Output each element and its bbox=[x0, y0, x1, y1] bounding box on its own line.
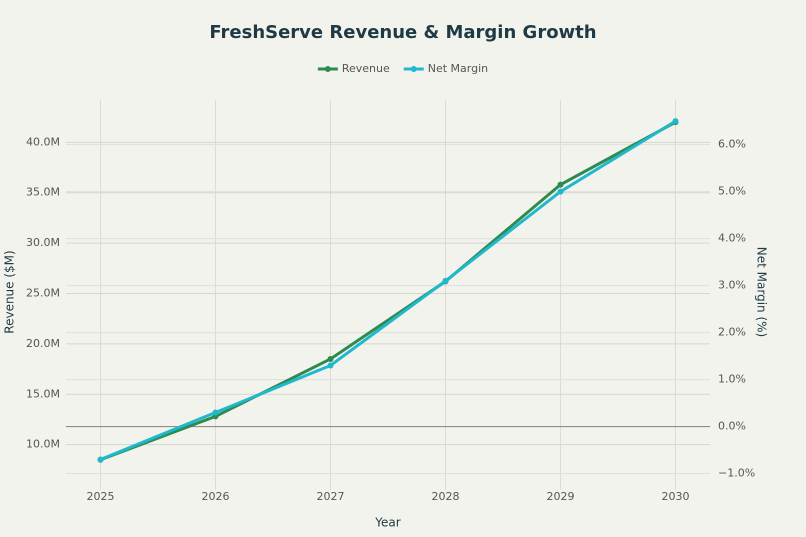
y2-axis-title: Net Margin (%) bbox=[755, 247, 769, 337]
series-line bbox=[99, 120, 677, 462]
legend-label: Revenue bbox=[342, 62, 390, 75]
series-point bbox=[97, 456, 104, 463]
x-tick-label: 2028 bbox=[432, 490, 460, 503]
y2-tick-label: 5.0% bbox=[718, 185, 746, 198]
y2-tick-label: 6.0% bbox=[718, 138, 746, 151]
legend-swatch-dot bbox=[410, 66, 417, 72]
y-tick-label: 10.0M bbox=[26, 438, 60, 451]
y2-tick-label: 4.0% bbox=[718, 232, 746, 245]
y2-tick-label: 1.0% bbox=[718, 373, 746, 386]
series-point bbox=[212, 409, 219, 416]
y-tick-label: 30.0M bbox=[26, 236, 60, 249]
x-tick-label: 2025 bbox=[87, 490, 115, 503]
x-tick-label: 2029 bbox=[547, 490, 575, 503]
y2-tick-label: 3.0% bbox=[718, 279, 746, 292]
x-tick-label: 2027 bbox=[317, 490, 345, 503]
legend-label: Net Margin bbox=[428, 62, 488, 75]
y2-tick-label: 0.0% bbox=[718, 420, 746, 433]
y-tick-label: 20.0M bbox=[26, 337, 60, 350]
series-point bbox=[327, 355, 334, 362]
chart-title: FreshServe Revenue & Margin Growth bbox=[209, 22, 596, 43]
series-point bbox=[557, 181, 564, 188]
series-point bbox=[327, 362, 334, 369]
x-tick-label: 2030 bbox=[662, 490, 690, 503]
x-tick-label: 2026 bbox=[202, 490, 230, 503]
y-tick-label: 35.0M bbox=[26, 186, 60, 199]
series-point bbox=[672, 118, 679, 125]
legend-swatch-dot bbox=[324, 66, 331, 72]
series-point bbox=[442, 277, 449, 284]
series-line bbox=[99, 119, 677, 461]
y2-tick-label: −1.0% bbox=[718, 467, 755, 480]
y2-tick-label: 2.0% bbox=[718, 326, 746, 339]
series-point bbox=[557, 188, 564, 195]
x-axis-title: Year bbox=[374, 516, 400, 530]
y-tick-label: 15.0M bbox=[26, 387, 60, 400]
y-tick-label: 40.0M bbox=[26, 135, 60, 148]
y-axis-title: Revenue ($M) bbox=[3, 250, 17, 333]
y-tick-label: 25.0M bbox=[26, 286, 60, 299]
